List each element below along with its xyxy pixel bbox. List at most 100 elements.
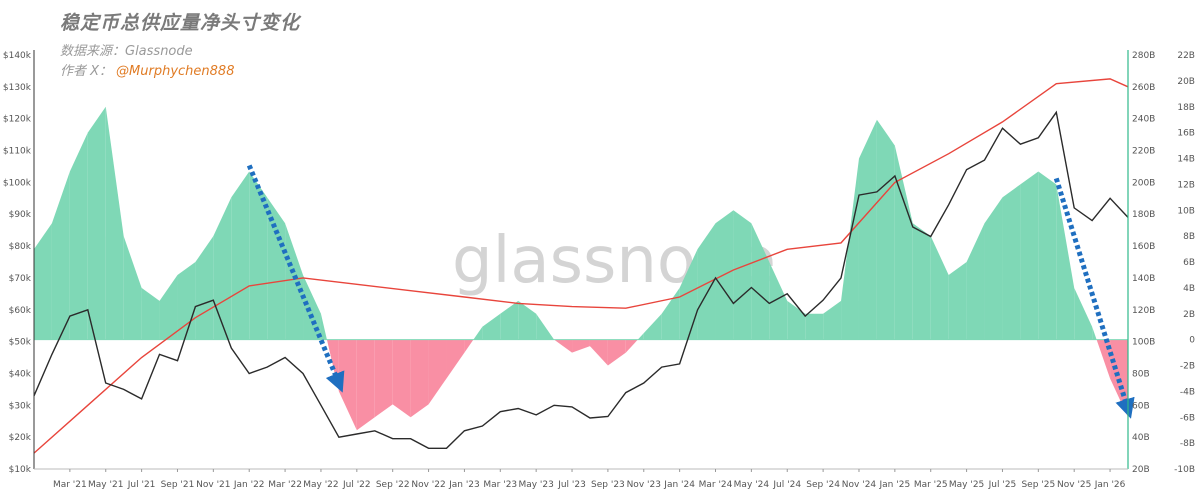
net-change-segment [930, 236, 949, 340]
net-change-segment [267, 197, 286, 340]
x-tick-label: Nov '21 [196, 480, 230, 490]
change-tick-label: -6B [1180, 413, 1195, 423]
left-tick-label: $120k [3, 115, 32, 125]
x-tick-label: May '25 [949, 480, 984, 490]
left-tick-label: $130k [3, 83, 32, 93]
change-tick-label: 22B [1177, 51, 1195, 61]
btc-price-line [33, 110, 1129, 449]
net-change-segment [195, 236, 214, 340]
net-change-area [34, 106, 1128, 431]
supply-tick-label: 260B [1132, 83, 1155, 93]
net-change-segment [123, 236, 142, 340]
change-tick-label: 8B [1183, 232, 1195, 242]
net-change-segment [69, 132, 88, 340]
change-tick-label: 20B [1177, 77, 1195, 87]
supply-tick-label: 20B [1132, 465, 1150, 475]
net-change-segment [643, 313, 662, 340]
net-change-segment [446, 339, 465, 379]
change-tick-label: 16B [1177, 129, 1195, 139]
supply-tick-label: 200B [1132, 178, 1155, 188]
net-change-segment [1074, 287, 1093, 340]
net-change-segment [1002, 184, 1021, 340]
left-tick-label: $80k [9, 242, 32, 252]
stablecoin-supply-line [33, 78, 1129, 454]
net-change-segment [1020, 171, 1039, 340]
x-tick-label: Sep '21 [161, 480, 195, 490]
net-change-segment [637, 333, 644, 340]
x-tick-label: Jan '24 [663, 480, 695, 490]
net-change-segment [572, 339, 590, 353]
net-change-segment [841, 158, 859, 340]
net-change-segment [769, 262, 788, 340]
x-tick-label: Sep '25 [1021, 480, 1055, 490]
net-change-segment [607, 339, 626, 366]
x-tick-label: Jul '25 [988, 480, 1017, 490]
x-tick-label: Mar '25 [914, 480, 948, 490]
net-change-segment [697, 223, 716, 340]
chart-title: 稳定币总供应量净头寸变化 [60, 12, 301, 34]
change-tick-label: 10B [1177, 206, 1195, 216]
supply-tick-label: 80B [1132, 369, 1150, 379]
net-change-segment [428, 339, 447, 405]
left-tick-label: $60k [9, 306, 32, 316]
left-tick-label: $70k [9, 274, 32, 284]
net-change-segment [392, 339, 411, 418]
change-tick-label: 14B [1177, 155, 1195, 165]
x-tick-label: Mar '22 [268, 480, 302, 490]
net-change-segment [87, 106, 106, 340]
net-change-segment [948, 262, 967, 340]
supply-tick-label: 160B [1132, 242, 1155, 252]
x-tick-label: Sep '24 [806, 480, 840, 490]
x-tick-label: Mar '23 [483, 480, 517, 490]
net-change-segment [482, 313, 501, 340]
net-change-segment [554, 339, 573, 353]
change-tick-label: 6B [1183, 258, 1195, 268]
net-change-segment [159, 274, 178, 340]
net-change-segment [410, 339, 429, 418]
x-tick-label: Jan '22 [233, 480, 265, 490]
change-tick-label: 12B [1177, 180, 1195, 190]
x-tick-label: Jul '23 [557, 480, 586, 490]
author-line: 作者 X： @Murphychen888 [60, 60, 234, 79]
net-change-segment [733, 210, 752, 340]
change-tick-label: 0 [1189, 336, 1195, 346]
net-change-segment [34, 223, 52, 340]
net-change-segment [661, 287, 680, 340]
supply-tick-label: 100B [1132, 338, 1155, 348]
supply-tick-label: 40B [1132, 433, 1150, 443]
net-change-segment [984, 197, 1003, 340]
net-change-segment [374, 339, 393, 418]
x-tick-label: Mar '24 [699, 480, 733, 490]
x-tick-label: Sep '23 [591, 480, 625, 490]
net-change-segment [589, 339, 608, 366]
x-tick-label: Nov '24 [842, 480, 877, 490]
change-tick-label: -2B [1180, 362, 1195, 372]
x-tick-label: May '21 [88, 480, 123, 490]
net-change-segment [751, 223, 770, 340]
net-change-segment [500, 300, 519, 340]
x-tick-label: Jan '23 [448, 480, 480, 490]
net-change-segment [141, 287, 160, 340]
net-change-segment [858, 119, 877, 340]
net-change-segment [536, 313, 555, 340]
x-tick-label: May '23 [518, 480, 553, 490]
x-tick-label: Jan '26 [1094, 480, 1126, 490]
net-change-segment [338, 339, 357, 431]
net-change-segment [518, 300, 537, 340]
net-change-segment [912, 223, 931, 340]
axes: $10k $20k $30k $40k $50k $60k $70k $80k $90k $100… [3, 50, 1195, 490]
trend-arrow [1053, 177, 1135, 419]
net-change-segment [285, 223, 304, 340]
net-change-segment [320, 313, 327, 340]
net-change-segment [1038, 171, 1057, 340]
data-source: 数据来源：Glassnode [60, 44, 193, 59]
x-tick-label: Sep '22 [376, 480, 410, 490]
left-tick-label: $40k [9, 369, 32, 379]
x-tick-label: Jul '22 [342, 480, 371, 490]
left-tick-label: $20k [9, 433, 32, 443]
net-change-segment [464, 339, 474, 353]
net-change-segment [105, 106, 124, 340]
left-tick-label: $10k [9, 465, 32, 475]
net-change-segment [679, 249, 698, 340]
